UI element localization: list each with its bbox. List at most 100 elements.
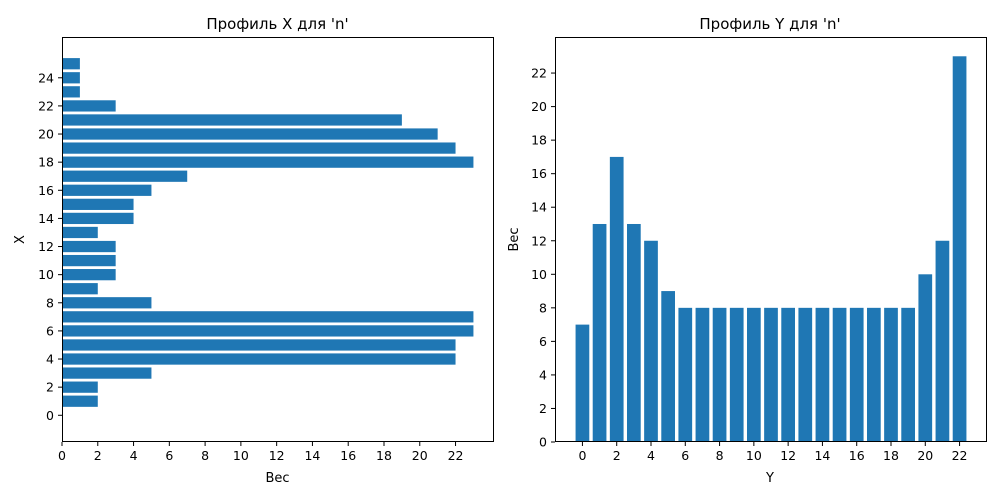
x-profile-xtick-label-0: 0 — [58, 448, 66, 463]
y-profile-bar-0 — [575, 324, 590, 442]
x-profile-bar-25 — [62, 58, 80, 70]
y-profile-xtick-label-4: 4 — [647, 448, 655, 463]
y-profile-xtick-label-22: 22 — [952, 448, 968, 463]
x-profile-ytick-label-16: 16 — [38, 183, 54, 198]
x-profile-xtick-label-18: 18 — [376, 448, 392, 463]
x-profile-bar-19 — [62, 142, 456, 154]
y-profile-bar-22 — [952, 56, 967, 443]
y-profile-chart: Профиль Y для 'n' 0 2 4 6 8 10 12 14 16 18 20 22 0 2… — [507, 15, 987, 486]
x-profile-ytick-label-22: 22 — [38, 98, 54, 113]
y-profile-bar-12 — [781, 307, 795, 442]
y-profile-bar-8 — [712, 307, 727, 442]
x-profile-bar-10 — [62, 269, 116, 281]
x-profile-ytick-label-8: 8 — [46, 295, 54, 310]
y-profile-ytick-label-18: 18 — [531, 133, 547, 148]
y-profile-bar-18 — [884, 307, 898, 442]
x-profile-bar-13 — [62, 226, 98, 239]
x-profile-bar-21 — [62, 114, 402, 126]
x-profile-ytick-label-24: 24 — [38, 70, 54, 85]
x-profile-bar-18 — [62, 156, 474, 168]
x-profile-bar-2 — [62, 381, 98, 393]
y-profile-bar-2 — [609, 156, 624, 442]
x-profile-bar-11 — [62, 254, 116, 267]
x-profile-bar-16 — [62, 184, 152, 196]
x-profile-title: Профиль X для 'n' — [206, 15, 348, 33]
x-profile-bar-1 — [62, 395, 98, 407]
y-profile-bar-3 — [627, 223, 641, 442]
y-profile-xtick-label-20: 20 — [917, 448, 933, 463]
x-profile-bar-7 — [62, 311, 474, 323]
x-profile-ytick-label-2: 2 — [46, 380, 54, 395]
x-profile-xtick-label-8: 8 — [201, 448, 209, 463]
y-profile-bar-20 — [918, 274, 933, 442]
y-profile-xlabel: Y — [765, 471, 774, 486]
y-profile-bar-4 — [644, 240, 658, 442]
y-profile-bar-14 — [815, 307, 830, 442]
x-profile-bar-22 — [62, 100, 116, 112]
x-profile-xtick-label-10: 10 — [233, 448, 249, 463]
x-profile-bar-24 — [62, 72, 80, 84]
x-profile-bar-17 — [62, 170, 188, 182]
y-profile-xtick-label-2: 2 — [613, 448, 621, 463]
y-profile-bar-21 — [935, 240, 950, 442]
x-profile-bar-3 — [62, 367, 152, 379]
x-profile-x-ticks: 0 2 4 6 8 10 12 14 16 18 20 22 — [58, 442, 463, 463]
x-profile-bar-5 — [62, 339, 456, 351]
y-profile-ytick-label-22: 22 — [531, 66, 547, 81]
x-profile-ytick-label-0: 0 — [46, 408, 54, 423]
x-profile-chart: Профиль X для 'n' 0 2 4 6 8 10 12 14 16 18 20 22 02… — [13, 15, 494, 486]
x-profile-bar-9 — [62, 283, 98, 295]
x-profile-bar-4 — [62, 353, 456, 365]
x-profile-bars — [62, 58, 474, 407]
y-profile-x-ticks: 0 2 4 6 8 10 12 14 16 18 20 22 — [578, 442, 968, 463]
y-profile-ylabel: Вес — [507, 227, 522, 251]
x-profile-xtick-label-6: 6 — [165, 448, 173, 463]
x-profile-ytick-label-6: 6 — [46, 323, 54, 338]
x-profile-ytick-label-18: 18 — [38, 155, 54, 170]
x-profile-bar-20 — [62, 128, 438, 140]
x-profile-bar-23 — [62, 86, 80, 98]
x-profile-xtick-label-2: 2 — [94, 448, 102, 463]
y-profile-bar-10 — [747, 307, 761, 442]
y-profile-ytick-label-2: 2 — [539, 401, 547, 416]
x-profile-xtick-label-4: 4 — [130, 448, 138, 463]
x-profile-bar-6 — [62, 325, 474, 337]
y-profile-xtick-label-16: 16 — [849, 448, 865, 463]
x-profile-ytick-label-12: 12 — [38, 239, 54, 254]
x-profile-ytick-label-4: 4 — [46, 352, 54, 367]
y-profile-bar-13 — [798, 307, 813, 442]
x-profile-xtick-label-20: 20 — [412, 448, 428, 463]
y-profile-bar-7 — [695, 307, 710, 442]
x-profile-xlabel: Вес — [265, 471, 289, 486]
y-profile-xtick-label-10: 10 — [746, 448, 762, 463]
y-profile-xtick-label-12: 12 — [780, 448, 796, 463]
y-profile-bar-5 — [661, 291, 675, 442]
y-profile-axes-frame — [555, 37, 987, 442]
x-profile-xtick-label-14: 14 — [304, 448, 320, 463]
y-profile-bar-1 — [592, 223, 607, 442]
x-profile-bar-8 — [62, 297, 152, 309]
y-profile-ytick-label-10: 10 — [531, 267, 547, 282]
y-profile-bar-11 — [764, 307, 778, 442]
x-profile-ytick-label-10: 10 — [38, 267, 54, 282]
y-profile-ytick-label-6: 6 — [539, 334, 547, 349]
y-profile-xtick-label-6: 6 — [681, 448, 689, 463]
y-profile-ytick-label-14: 14 — [531, 200, 547, 215]
y-profile-bar-6 — [678, 307, 693, 442]
y-profile-xtick-label-0: 0 — [578, 448, 586, 463]
x-profile-ytick-label-20: 20 — [38, 127, 54, 142]
x-profile-xtick-label-12: 12 — [269, 448, 285, 463]
x-profile-axes-frame — [62, 37, 494, 442]
y-profile-bar-19 — [901, 307, 915, 442]
y-profile-xtick-label-14: 14 — [814, 448, 830, 463]
x-profile-bar-12 — [62, 240, 116, 253]
x-profile-xtick-label-22: 22 — [448, 448, 464, 463]
y-profile-ytick-label-12: 12 — [531, 233, 547, 248]
x-profile-xtick-label-16: 16 — [340, 448, 356, 463]
y-profile-xtick-label-8: 8 — [716, 448, 724, 463]
y-profile-bar-15 — [832, 307, 847, 442]
y-profile-title: Профиль Y для 'n' — [699, 15, 840, 33]
y-profile-ytick-label-8: 8 — [539, 300, 547, 315]
